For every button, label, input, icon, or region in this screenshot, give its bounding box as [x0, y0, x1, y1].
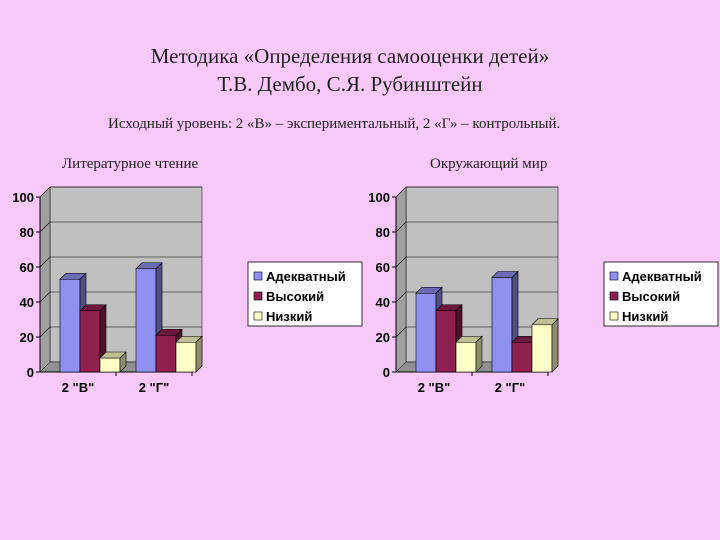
- legend-box: [603, 261, 719, 327]
- bar-front: [435, 310, 457, 373]
- bar-top: [79, 304, 107, 312]
- bar-front: [155, 334, 177, 373]
- gridline: [395, 221, 558, 233]
- y-tick-label: 40: [20, 295, 34, 310]
- legend-label: Адекватный: [266, 269, 346, 284]
- y-tick-label: 20: [20, 330, 34, 345]
- x-tick-label: 2 "В": [418, 380, 451, 395]
- x-tick-label: 2 "Г": [139, 380, 170, 395]
- legend-label: Высокий: [622, 289, 680, 304]
- gridline: [39, 221, 202, 233]
- bar-top: [99, 351, 127, 359]
- chart-title-world-around: Окружающий мир: [430, 156, 548, 172]
- y-tick-label: 100: [12, 190, 34, 205]
- bar-front: [99, 357, 121, 373]
- bar-top: [455, 335, 483, 343]
- bar-front: [415, 292, 437, 373]
- bar: [531, 318, 559, 373]
- bar-side: [551, 318, 559, 373]
- y-tick-label: 0: [27, 365, 34, 380]
- bar: [175, 335, 203, 373]
- bar-front: [511, 341, 533, 373]
- y-tick-label: 0: [383, 365, 390, 380]
- bar-top: [435, 304, 463, 312]
- legend-box: [247, 261, 363, 327]
- bar-front: [79, 310, 101, 373]
- bar-front: [135, 268, 157, 373]
- legend-swatch: [609, 291, 619, 301]
- bar-top: [415, 286, 443, 294]
- y-tick-label: 100: [368, 190, 390, 205]
- bar: [79, 304, 107, 373]
- legend-swatch: [609, 311, 619, 321]
- x-tick-label: 2 "В": [62, 380, 95, 395]
- y-tick-label: 80: [376, 225, 390, 240]
- bar: [455, 335, 483, 373]
- legend-label: Высокий: [266, 289, 324, 304]
- y-tick-label: 60: [376, 260, 390, 275]
- legend-label: Низкий: [266, 309, 312, 324]
- y-tick-label: 20: [376, 330, 390, 345]
- legend-label: Низкий: [622, 309, 668, 324]
- y-tick-label: 80: [20, 225, 34, 240]
- bar-top: [531, 318, 559, 326]
- bar-front: [59, 278, 81, 373]
- plot-side-wall: [395, 186, 407, 373]
- bar-top: [59, 272, 87, 280]
- y-tick-label: 60: [20, 260, 34, 275]
- legend-swatch: [253, 311, 263, 321]
- gridline: [395, 186, 558, 198]
- chart-literary-reading: 0 20 40 60 80 100 2 "В" 2 "Г" Адекватный Высокий Н…: [12, 186, 363, 395]
- x-tick-label: 2 "Г": [495, 380, 526, 395]
- bar: [135, 262, 163, 373]
- bar-front: [491, 277, 513, 373]
- legend-label: Адекватный: [622, 269, 702, 284]
- chart-world-around: 0 20 40 60 80 100 2 "В" 2 "Г" Адекватный Высокий Н…: [368, 186, 719, 395]
- legend-swatch: [253, 291, 263, 301]
- legend-swatch: [609, 271, 619, 281]
- page-title: Методика «Определения самооценки детей»: [150, 44, 550, 68]
- page-subtitle-authors: Т.В. Дембо, С.Я. Рубинштейн: [217, 72, 483, 96]
- gridline: [39, 256, 202, 268]
- chart-title-literary-reading: Литературное чтение: [62, 156, 199, 172]
- bar-top: [175, 335, 203, 343]
- bar-front: [531, 324, 553, 373]
- bar-front: [175, 341, 197, 373]
- subtitle: Исходный уровень: 2 «В» – эксперименталь…: [108, 116, 561, 132]
- bar-top: [135, 262, 163, 270]
- y-tick-label: 40: [376, 295, 390, 310]
- bar-top: [155, 328, 183, 336]
- bar-front: [455, 341, 477, 373]
- plot-side-wall: [39, 186, 51, 373]
- gridline: [395, 256, 558, 268]
- bar-top: [491, 271, 519, 278]
- legend-swatch: [253, 271, 263, 281]
- bar: [99, 351, 127, 373]
- gridline: [39, 186, 202, 198]
